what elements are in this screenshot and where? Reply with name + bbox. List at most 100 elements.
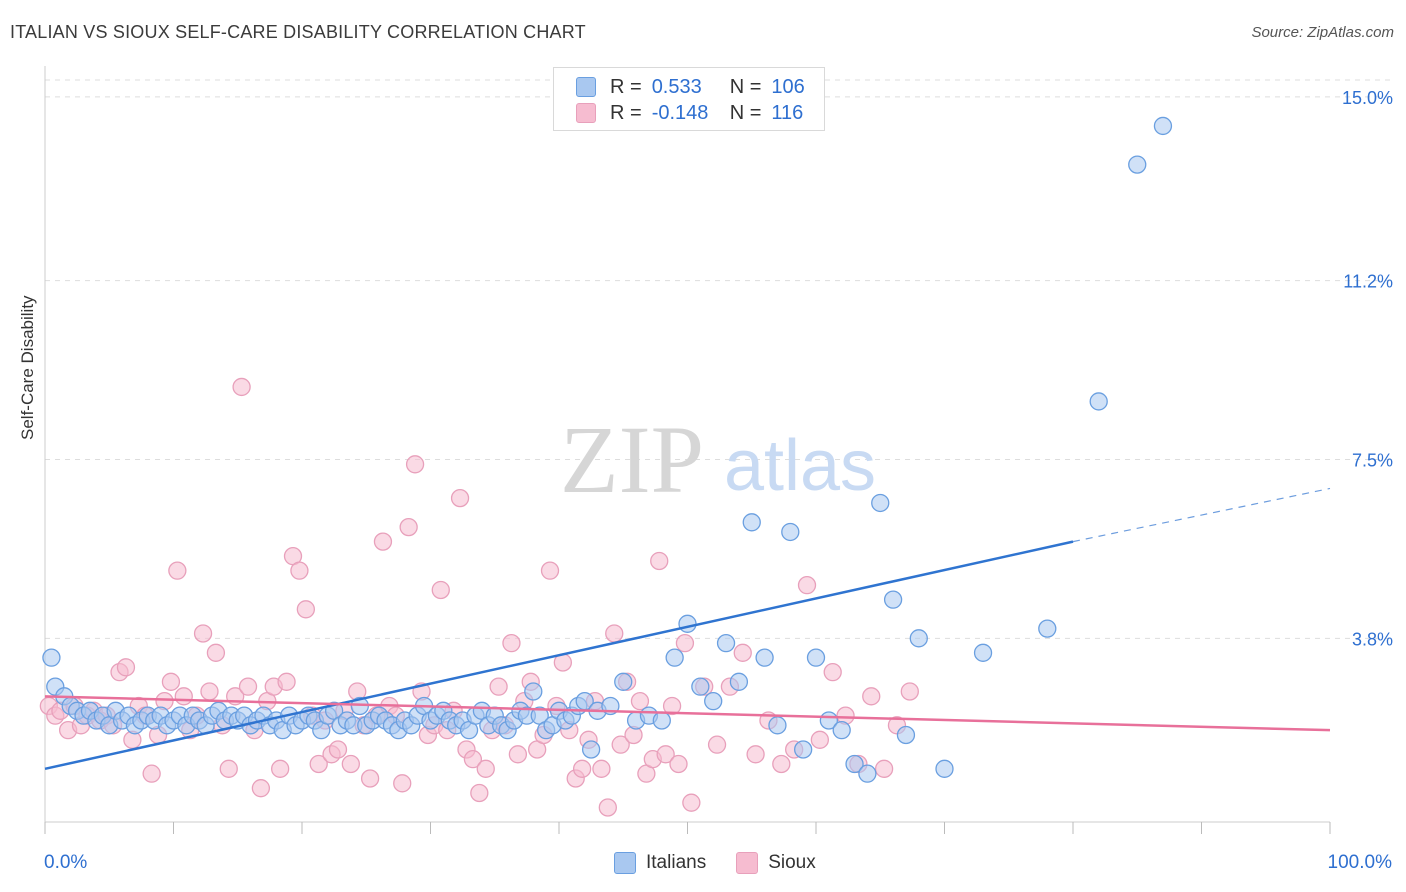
italian-point bbox=[806, 648, 826, 667]
sioux-point bbox=[200, 682, 219, 701]
legend-row-italians: R = 0.533 N = 106 bbox=[576, 74, 805, 100]
legend-item-sioux[interactable]: Sioux bbox=[736, 852, 816, 874]
sioux-point bbox=[450, 488, 470, 508]
sioux-point bbox=[900, 682, 919, 701]
italian-point bbox=[1128, 155, 1147, 174]
sioux-point bbox=[598, 798, 617, 817]
sioux-point bbox=[405, 455, 425, 474]
italians-legend-label: Italians bbox=[646, 852, 707, 873]
italian-point bbox=[1038, 619, 1057, 638]
sioux-point bbox=[772, 754, 791, 774]
italian-point bbox=[883, 590, 903, 609]
italian-point bbox=[691, 677, 710, 696]
sioux-point bbox=[656, 745, 675, 764]
sioux-point bbox=[116, 658, 136, 677]
sioux-point bbox=[797, 575, 817, 595]
italian-point bbox=[858, 764, 877, 783]
legend-n-label: N = bbox=[729, 75, 762, 98]
italian-point bbox=[973, 643, 993, 662]
sioux-point bbox=[193, 624, 213, 643]
sioux-point bbox=[290, 561, 309, 580]
sioux-point bbox=[238, 677, 258, 696]
italian-point bbox=[614, 672, 633, 691]
italian-point bbox=[524, 682, 543, 701]
trend-lines bbox=[44, 487, 1331, 771]
italian-point bbox=[1153, 116, 1173, 136]
legend-row-sioux: R = -0.148 N = 116 bbox=[576, 100, 803, 126]
italians-trend-extension bbox=[1072, 487, 1331, 543]
sioux-point bbox=[489, 677, 508, 696]
sioux-point bbox=[232, 377, 251, 397]
sioux-point bbox=[508, 745, 528, 764]
sioux-point bbox=[650, 551, 669, 571]
italian-point bbox=[935, 759, 954, 778]
sioux-point bbox=[733, 643, 752, 662]
y-tick-label: 7.5% bbox=[1352, 450, 1393, 470]
sioux-point bbox=[373, 532, 393, 551]
series-legend: Italians Sioux bbox=[614, 852, 846, 874]
italian-point bbox=[42, 648, 61, 667]
legend-r-label: R = bbox=[610, 75, 642, 98]
italian-point bbox=[678, 614, 697, 633]
sioux-point bbox=[476, 759, 495, 778]
italian-points bbox=[42, 116, 1173, 783]
sioux-point bbox=[862, 687, 881, 706]
x-tick-label-max: 100.0% bbox=[1327, 852, 1392, 873]
italian-point bbox=[1089, 392, 1108, 411]
sioux-point bbox=[142, 764, 161, 783]
stats-legend: R = 0.533 N = 106 R = -0.148 N = 116 bbox=[553, 67, 825, 131]
sioux-point bbox=[810, 730, 830, 749]
italians-swatch bbox=[576, 77, 596, 97]
sioux-point bbox=[630, 692, 650, 711]
sioux-point bbox=[746, 745, 765, 764]
chart-title: ITALIAN VS SIOUX SELF-CARE DISABILITY CO… bbox=[10, 22, 586, 42]
legend-item-italians[interactable]: Italians bbox=[614, 852, 706, 874]
sioux-trend-line bbox=[44, 695, 1331, 732]
sioux-point bbox=[707, 735, 727, 754]
italian-point bbox=[581, 740, 601, 759]
sioux-point bbox=[271, 759, 290, 778]
watermark: ZIP atlas bbox=[560, 406, 876, 513]
sioux-point bbox=[874, 759, 894, 778]
italian-point bbox=[755, 648, 774, 667]
sioux-point bbox=[393, 774, 412, 793]
sioux-points bbox=[39, 377, 919, 817]
y-tick-label: 11.2% bbox=[1343, 272, 1393, 292]
sioux-legend-label: Sioux bbox=[768, 852, 816, 873]
italian-point bbox=[729, 672, 749, 691]
italians-legend-swatch bbox=[614, 852, 636, 874]
sioux-point bbox=[502, 633, 521, 653]
sioux-point bbox=[431, 580, 450, 600]
sioux-point bbox=[277, 672, 296, 691]
sioux-point bbox=[675, 633, 695, 653]
source-credit: Source: ZipAtlas.com bbox=[1251, 24, 1394, 41]
italian-point bbox=[909, 629, 928, 648]
italian-point bbox=[871, 493, 890, 513]
sioux-point bbox=[823, 662, 842, 682]
italian-point bbox=[896, 725, 916, 745]
italian-point bbox=[652, 711, 671, 730]
italian-point bbox=[781, 522, 800, 542]
sioux-point bbox=[309, 754, 328, 774]
x-tick-label-min: 0.0% bbox=[44, 852, 88, 873]
sioux-point bbox=[611, 735, 630, 754]
sioux-point bbox=[251, 779, 271, 798]
sioux-point bbox=[161, 672, 181, 691]
sioux-point bbox=[682, 793, 701, 812]
sioux-point bbox=[592, 759, 611, 778]
sioux-legend-swatch bbox=[736, 852, 759, 874]
italian-point bbox=[665, 648, 684, 667]
legend-n-value: 116 bbox=[771, 101, 804, 124]
italian-point bbox=[768, 716, 787, 735]
sioux-point bbox=[463, 750, 483, 769]
legend-r-value: 0.533 bbox=[651, 75, 702, 98]
sioux-point bbox=[219, 759, 238, 778]
sioux-point bbox=[168, 561, 187, 580]
y-tick-label: 3.8% bbox=[1352, 629, 1393, 649]
sioux-point bbox=[341, 754, 360, 774]
sioux-point bbox=[206, 643, 226, 662]
axes bbox=[44, 66, 1331, 834]
sioux-point bbox=[360, 769, 380, 788]
italian-point bbox=[832, 721, 851, 740]
